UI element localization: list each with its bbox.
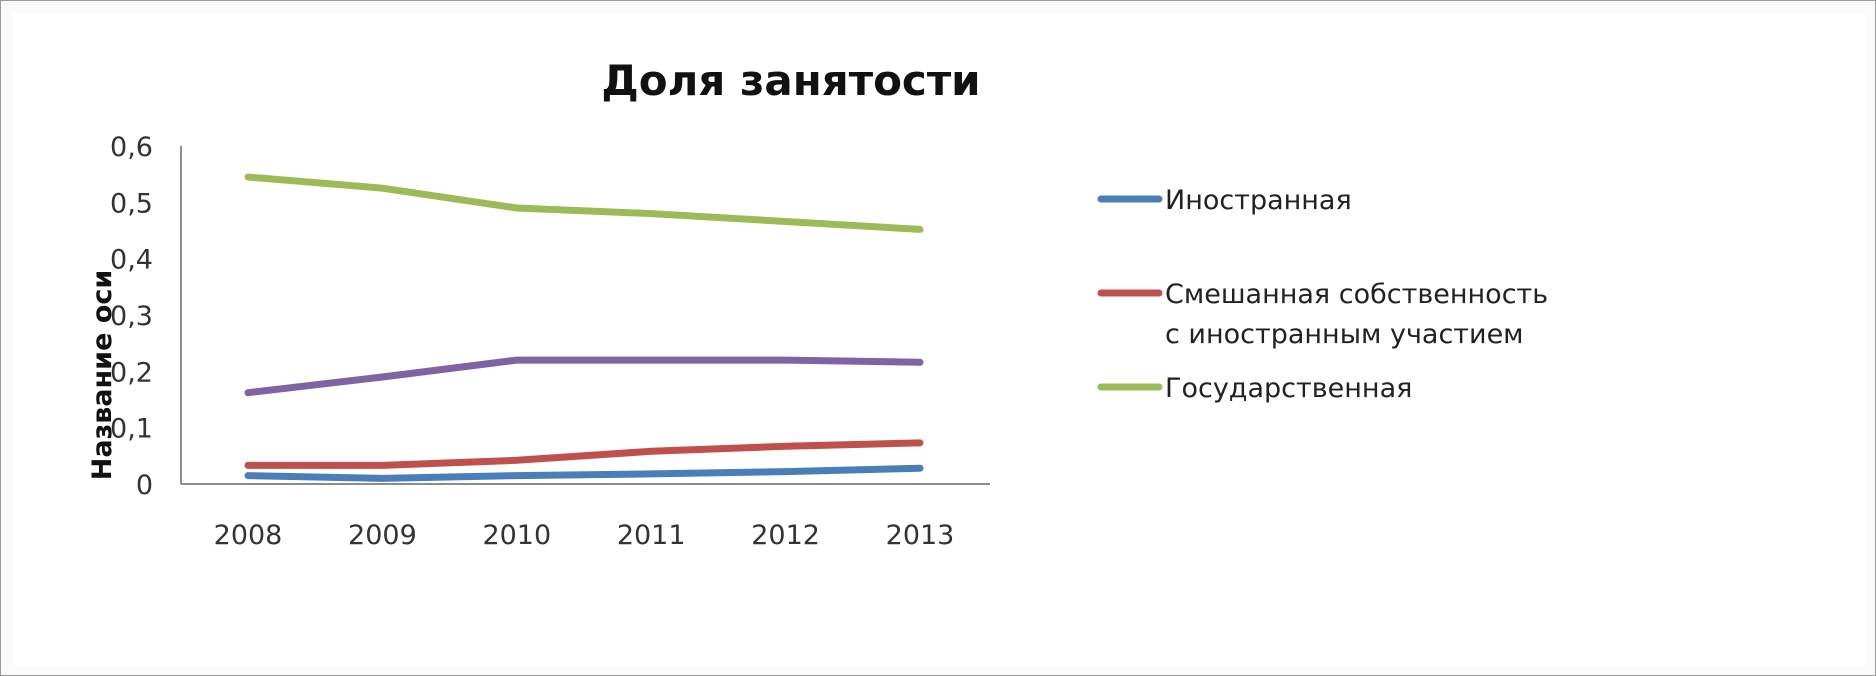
series-line-4 [244,356,924,397]
legend-entry: Государственная [1097,373,1412,404]
y-tick-label: 0,3 [110,301,153,332]
x-tick-labels: 2008 2009 2010 2011 2012 2013 [214,520,955,551]
legend-label: Государственная [1165,373,1412,404]
legend-label: Смешанная собственность [1165,279,1548,310]
x-tick-label: 2009 [348,520,417,551]
y-tick-label: 0,4 [110,245,153,276]
x-tick-label: 2013 [886,520,955,551]
line-chart: Доля занятости Название оси 0 0,1 0,2 0,3 0,… [87,56,1548,551]
x-tick-label: 2012 [751,520,820,551]
y-tick-label: 0,6 [110,132,153,163]
y-tick-label: 0,2 [110,357,153,388]
y-tick-labels: 0 0,1 0,2 0,3 0,4 0,5 0,6 [110,132,153,501]
legend-label: с иностранным участием [1165,319,1524,350]
x-tick-label: 2008 [214,520,283,551]
series-lines [244,173,924,482]
legend: Иностранная Смешанная собственность с инос… [1097,185,1548,404]
chart-title: Доля занятости [601,56,980,105]
legend-label: Иностранная [1165,185,1352,216]
y-tick-label: 0,5 [110,188,153,219]
chart-area: Доля занятости Название оси 0 0,1 0,2 0,3 0,… [13,13,1865,665]
x-tick-label: 2011 [617,520,686,551]
y-axis-title: Название оси [87,270,118,481]
y-tick-label: 0,1 [110,414,153,445]
legend-entry: Иностранная [1097,185,1352,216]
series-line-2 [244,439,924,469]
series-line-1 [244,464,924,482]
series-line-3 [244,173,924,233]
legend-entry: Смешанная собственность с иностранным уча… [1097,279,1548,350]
x-tick-label: 2010 [482,520,551,551]
y-tick-label: 0 [136,470,153,501]
